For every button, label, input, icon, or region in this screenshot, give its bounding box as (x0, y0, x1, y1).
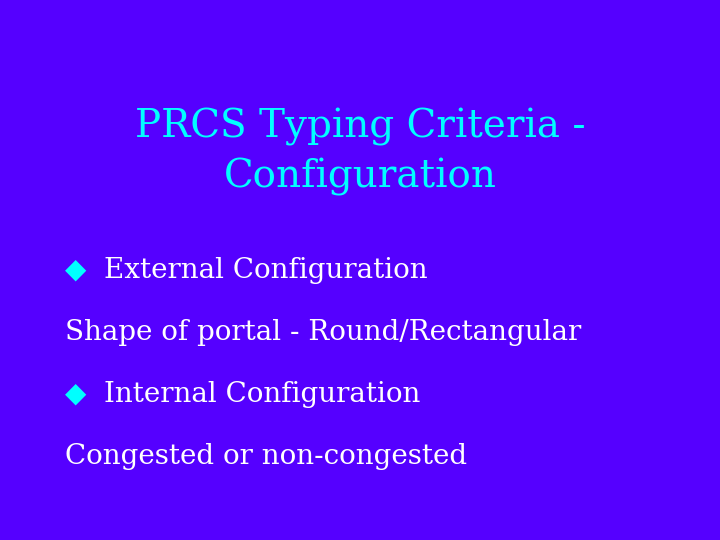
Text: ◆: ◆ (65, 256, 86, 284)
Text: External Configuration: External Configuration (104, 256, 428, 284)
Text: ◆: ◆ (65, 381, 86, 408)
Text: Internal Configuration: Internal Configuration (104, 381, 420, 408)
Text: PRCS Typing Criteria -
Configuration: PRCS Typing Criteria - Configuration (135, 108, 585, 196)
Text: Congested or non-congested: Congested or non-congested (65, 443, 467, 470)
Text: Shape of portal - Round/Rectangular: Shape of portal - Round/Rectangular (65, 319, 581, 346)
